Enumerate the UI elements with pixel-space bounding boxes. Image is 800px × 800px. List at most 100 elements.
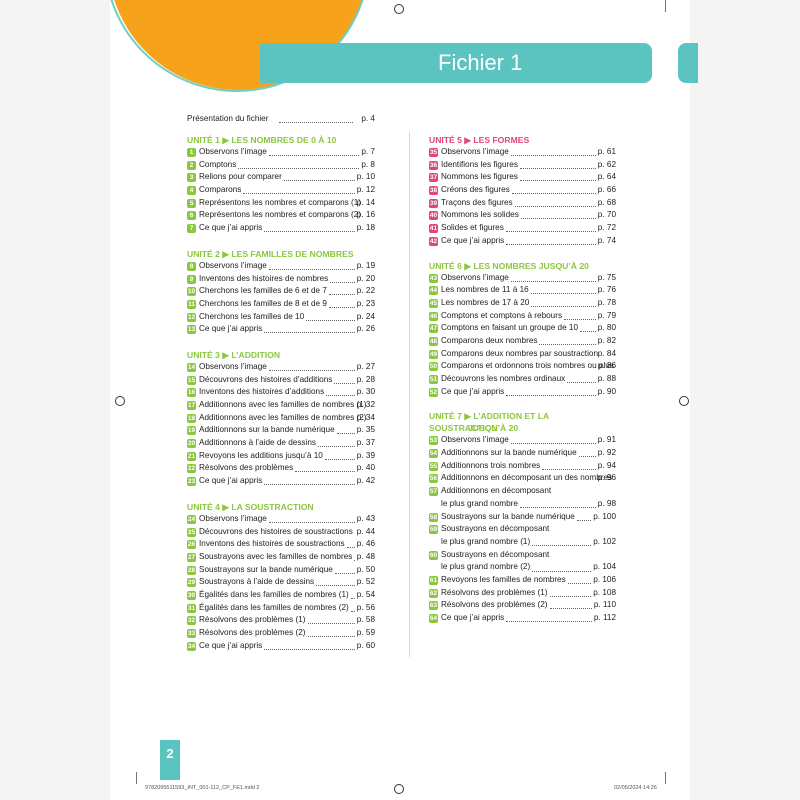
leader-dots [506,621,592,623]
leader-dots [326,395,355,397]
lesson-title: Additionnons sur la bande numérique [441,448,577,458]
leader-dots [520,507,596,509]
lesson-title: Ce que j’ai appris [199,324,263,334]
leader-dots [520,180,596,182]
leader-dots [531,305,596,307]
leader-dots [243,193,355,195]
toc-entry: 60 Soustrayons en décomposant le plus gran… [429,549,616,574]
lesson-number-badge: 19 [187,426,196,436]
toc-entry: 13 Ce que j’ai appris p. 26 [187,323,375,336]
toc-entry: 11 Cherchons les familles de 8 et de 9 p. … [187,298,375,311]
lesson-title: Nommons les solides [441,210,519,220]
leader-dots [318,446,355,448]
lesson-number-badge: 22 [187,464,196,474]
leader-dots [550,595,591,597]
lesson-title: Observons l’image [441,147,509,156]
unit-heading: UNITÉ 7 ▶ L’ADDITION ET LA SOUSTRACTION [429,411,549,434]
lesson-title: Comptons [199,159,237,169]
lesson-number-badge: 27 [187,552,196,562]
lesson-number-badge: 59 [429,525,438,535]
page-ref: p. 64 [597,172,616,182]
lesson-number-badge: 16 [187,388,196,398]
lesson-number-badge: 38 [429,186,438,196]
leader-dots [269,155,359,156]
leader-dots [295,471,355,473]
page-number: 2 [166,746,174,761]
lesson-title-line2: le plus grand nombre (1) [441,536,531,546]
lesson-title: Ce que j’ai appris [199,476,263,486]
leader-dots [531,293,596,295]
page-ref: p. 30 [356,387,375,397]
leader-dots [264,231,355,233]
page-ref: p. 59 [356,628,375,637]
page-ref: p. 43 [356,513,375,523]
leader-dots [577,519,591,521]
toc-entry: 22 Résolvons des problèmes p. 40 [187,462,375,475]
toc-entry: 32 Résolvons des problèmes (1) p. 58 [187,614,375,627]
toc-entry: 10 Cherchons les familles de 6 et de 7 p. … [187,285,375,298]
page-ref: p. 23 [356,298,375,308]
page-ref: p. 10 [356,172,375,182]
page-ref: p. 60 [356,640,375,650]
lesson-number-badge: 25 [187,527,196,537]
page-ref: p. 96 [597,473,616,483]
lesson-number-badge: 15 [187,375,196,385]
page-ref: p. 46 [356,539,375,549]
leader-dots [521,218,596,220]
lesson-number-badge: 46 [429,311,438,321]
lesson-title: Égalités dans les familles de nombres (2… [199,602,349,612]
page-ref: p. 37 [356,438,375,448]
page-number-tab: 2 [160,740,180,780]
toc-entry: 24 Observons l’image p. 43 [187,513,375,526]
leader-dots [511,280,596,282]
lesson-number-badge: 51 [429,375,438,384]
lesson-title: Cherchons les familles de 6 et de 7 [199,286,327,296]
toc-entry: 43 Observons l’image p. 75 [429,272,616,285]
page-ref: p. 79 [597,310,616,320]
toc-entry: 34 Ce que j’ai appris p. 60 [187,640,375,653]
lesson-title: Soustrayons avec les familles de nombres [199,551,353,561]
lesson-number-badge: 10 [187,287,196,297]
toc-entry: 6 Représentons les nombres et comparons (… [187,209,375,222]
page-ref: p. 34 [356,412,375,422]
page-ref: p. 86 [597,361,616,371]
page-ref: p. 52 [356,577,375,587]
lesson-number-badge: 8 [187,261,196,271]
leader-dots [284,180,355,182]
leader-dots [269,268,355,270]
lesson-number-badge: 54 [429,449,438,459]
leader-dots [264,484,355,486]
toc-entry: 56 Additionnons en décomposant un des nom… [429,472,616,485]
lesson-number-badge: 32 [187,616,196,626]
page-ref: p. 16 [356,210,375,220]
lesson-title: Revoyons les familles de nombres [441,574,566,584]
lesson-number-badge: 9 [187,274,196,284]
toc-entry: 51 Découvrons les nombres ordinaux p. 88 [429,373,616,386]
leader-dots [238,167,359,169]
page-ref: p. 88 [597,374,616,383]
page-ref: p. 26 [356,324,375,334]
lesson-title: Observons l’image [441,435,509,445]
toc-entry: 41 Solides et figures p. 72 [429,222,616,235]
toc-entry: 5 Représentons les nombres et comparons (… [187,197,375,210]
lesson-number-badge: 11 [187,299,196,309]
page-ref: p. 14 [356,197,375,207]
toc-entry: 53 Observons l’image p. 91 [429,434,616,447]
lesson-title: Comparons deux nombres [441,335,538,345]
lesson-number-badge: 4 [187,186,196,196]
lesson-number-badge: 64 [429,614,438,624]
unit-heading: UNITÉ 2 ▶ LES FAMILLES DE NOMBRES [187,248,354,259]
lesson-number-badge: 48 [429,336,438,346]
lesson-number-badge: 1 [187,148,196,157]
lesson-number-badge: 21 [187,451,196,461]
toc-entry: 16 Inventons des histoires d’additions p. … [187,386,375,399]
registration-mark [679,396,689,406]
leader-dots [512,193,596,195]
toc-entry: 52 Ce que j’ai appris p. 90 [429,386,616,399]
toc-entry: 1 Observons l’image p. 7 [187,146,375,159]
page-ref: p. 84 [597,348,616,358]
lesson-title: Soustrayons sur la bande numérique [199,564,333,574]
page-ref: p. 104 [593,562,616,572]
page-ref: p. 39 [356,450,375,460]
leader-dots [269,521,355,523]
